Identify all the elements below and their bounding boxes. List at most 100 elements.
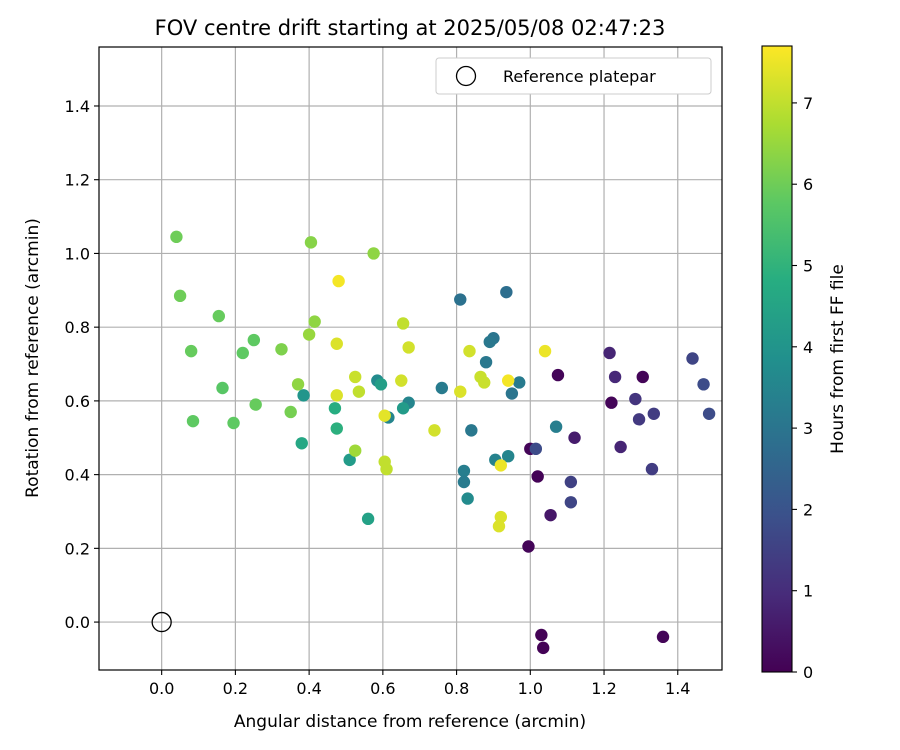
data-point	[697, 378, 710, 391]
data-point	[297, 389, 310, 402]
data-point	[479, 355, 493, 369]
data-point	[494, 459, 508, 472]
data-point	[614, 440, 627, 454]
y-tick-label: 0.4	[65, 466, 90, 485]
colorbar-tick-label: 3	[803, 419, 813, 438]
data-point	[645, 462, 659, 476]
data-point	[513, 376, 526, 389]
y-tick-label: 0.6	[65, 392, 90, 411]
data-point	[686, 352, 699, 365]
y-tick-label: 1.0	[65, 244, 90, 263]
data-point	[531, 470, 544, 483]
data-point	[367, 247, 380, 260]
data-point	[522, 540, 535, 553]
data-point	[478, 376, 491, 389]
data-point	[374, 378, 388, 391]
data-point	[170, 230, 183, 244]
data-point	[361, 512, 375, 526]
data-point	[535, 628, 548, 642]
x-tick-label: 0.8	[444, 679, 469, 698]
data-point	[465, 424, 478, 437]
data-point	[349, 370, 362, 384]
data-point	[343, 453, 356, 467]
x-tick-label: 1.0	[518, 679, 543, 698]
colorbar-tick-label: 7	[803, 94, 813, 113]
y-tick-label: 0.8	[65, 318, 90, 337]
data-point	[461, 492, 474, 505]
y-tick-label: 1.4	[65, 97, 90, 116]
data-point	[501, 449, 515, 463]
data-point	[549, 420, 563, 433]
data-point	[402, 341, 415, 354]
colorbar-ticks: 0 1 2 3 4 5 6 7	[792, 94, 813, 682]
data-point	[212, 309, 226, 323]
data-point	[328, 402, 342, 415]
data-point	[492, 520, 506, 533]
x-tick-label: 0.6	[370, 679, 395, 698]
data-point	[332, 274, 345, 288]
data-point	[291, 378, 305, 391]
data-point	[457, 464, 471, 478]
data-point	[395, 374, 408, 387]
x-axis-ticks: 0.0 0.2 0.4 0.6 0.8 1.0 1.2 1.4	[149, 670, 690, 698]
data-point	[636, 370, 649, 384]
colorbar: 0 1 2 3 4 5 6 7 Hours from first FF file	[761, 45, 848, 682]
data-point	[702, 407, 716, 420]
legend-open-circle-icon	[455, 65, 477, 87]
reference-marker	[151, 611, 172, 633]
data-point	[216, 381, 229, 395]
data-point	[544, 508, 557, 522]
data-point	[454, 293, 467, 306]
data-point	[568, 431, 581, 444]
reference-platepar-marker	[151, 611, 172, 633]
data-point	[284, 405, 297, 419]
data-point	[608, 370, 622, 384]
colorbar-tick-label: 5	[803, 257, 813, 276]
colorbar-tick-label: 1	[803, 582, 813, 601]
data-point	[629, 392, 642, 406]
legend: Reference platepar	[435, 57, 712, 95]
data-point	[656, 630, 670, 644]
x-tick-label: 0.0	[149, 679, 174, 698]
data-point	[378, 409, 391, 422]
data-point	[564, 475, 578, 489]
x-tick-label: 0.2	[223, 679, 248, 698]
colorbar-tick-label: 4	[803, 338, 813, 357]
colorbar-label: Hours from first FF file	[828, 264, 848, 454]
chart-title: FOV centre drift starting at 2025/05/08 …	[155, 16, 666, 40]
data-point	[275, 343, 288, 356]
data-point	[500, 285, 513, 299]
x-tick-label: 1.4	[665, 679, 690, 698]
data-point	[647, 407, 661, 420]
colorbar-tick-label: 0	[803, 663, 813, 682]
data-point	[537, 641, 550, 655]
data-point	[454, 385, 467, 398]
data-point	[632, 413, 646, 426]
data-point	[605, 396, 618, 409]
data-point	[463, 344, 476, 358]
colorbar-tick-label: 2	[803, 500, 813, 519]
legend-box	[435, 57, 712, 95]
data-point	[330, 422, 343, 435]
y-tick-label: 1.2	[65, 171, 90, 190]
y-axis-ticks: 0.0 0.2 0.4 0.6 0.8 1.0 1.2 1.4	[65, 97, 99, 632]
data-point	[227, 416, 240, 430]
data-point	[330, 337, 343, 350]
data-point	[308, 315, 321, 328]
data-point	[603, 346, 616, 360]
y-tick-label: 0.0	[65, 613, 90, 632]
plot-frame	[98, 46, 723, 671]
data-point	[330, 389, 343, 402]
data-point	[295, 437, 308, 450]
data-point	[428, 424, 441, 437]
colorbar-tick-label: 6	[803, 175, 813, 194]
x-tick-label: 1.2	[591, 679, 616, 698]
data-point	[483, 335, 496, 349]
data-point	[247, 333, 261, 347]
data-point	[236, 346, 249, 360]
data-point	[435, 381, 449, 395]
data-point	[505, 387, 519, 400]
legend-label: Reference platepar	[503, 67, 656, 86]
data-point	[304, 236, 318, 249]
